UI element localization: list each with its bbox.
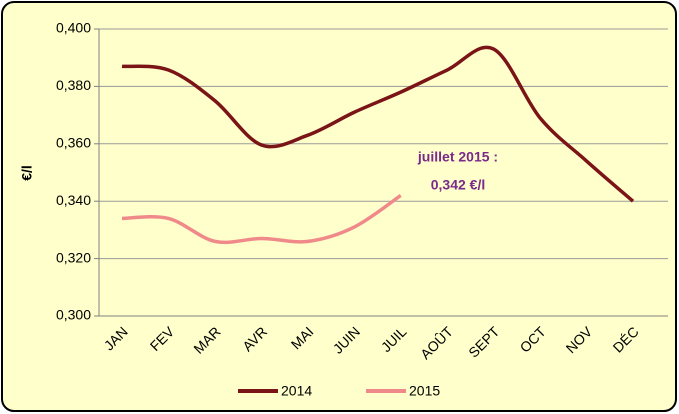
y-tick-label: 0,340 xyxy=(56,192,91,208)
legend-label: 2014 xyxy=(281,383,312,399)
series-line xyxy=(121,45,635,203)
annotation: juillet 2015 : xyxy=(417,149,498,165)
y-tick-label: 0,320 xyxy=(56,249,91,265)
y-tick-label: 0,400 xyxy=(56,20,91,36)
series-line xyxy=(121,194,402,245)
legend-label: 2015 xyxy=(409,383,440,399)
y-axis-label: €/l xyxy=(19,165,35,181)
annotation: 0,342 €/l xyxy=(431,177,486,193)
y-tick-label: 0,380 xyxy=(56,77,91,93)
y-tick-label: 0,300 xyxy=(56,307,91,323)
y-tick-label: 0,360 xyxy=(56,135,91,151)
